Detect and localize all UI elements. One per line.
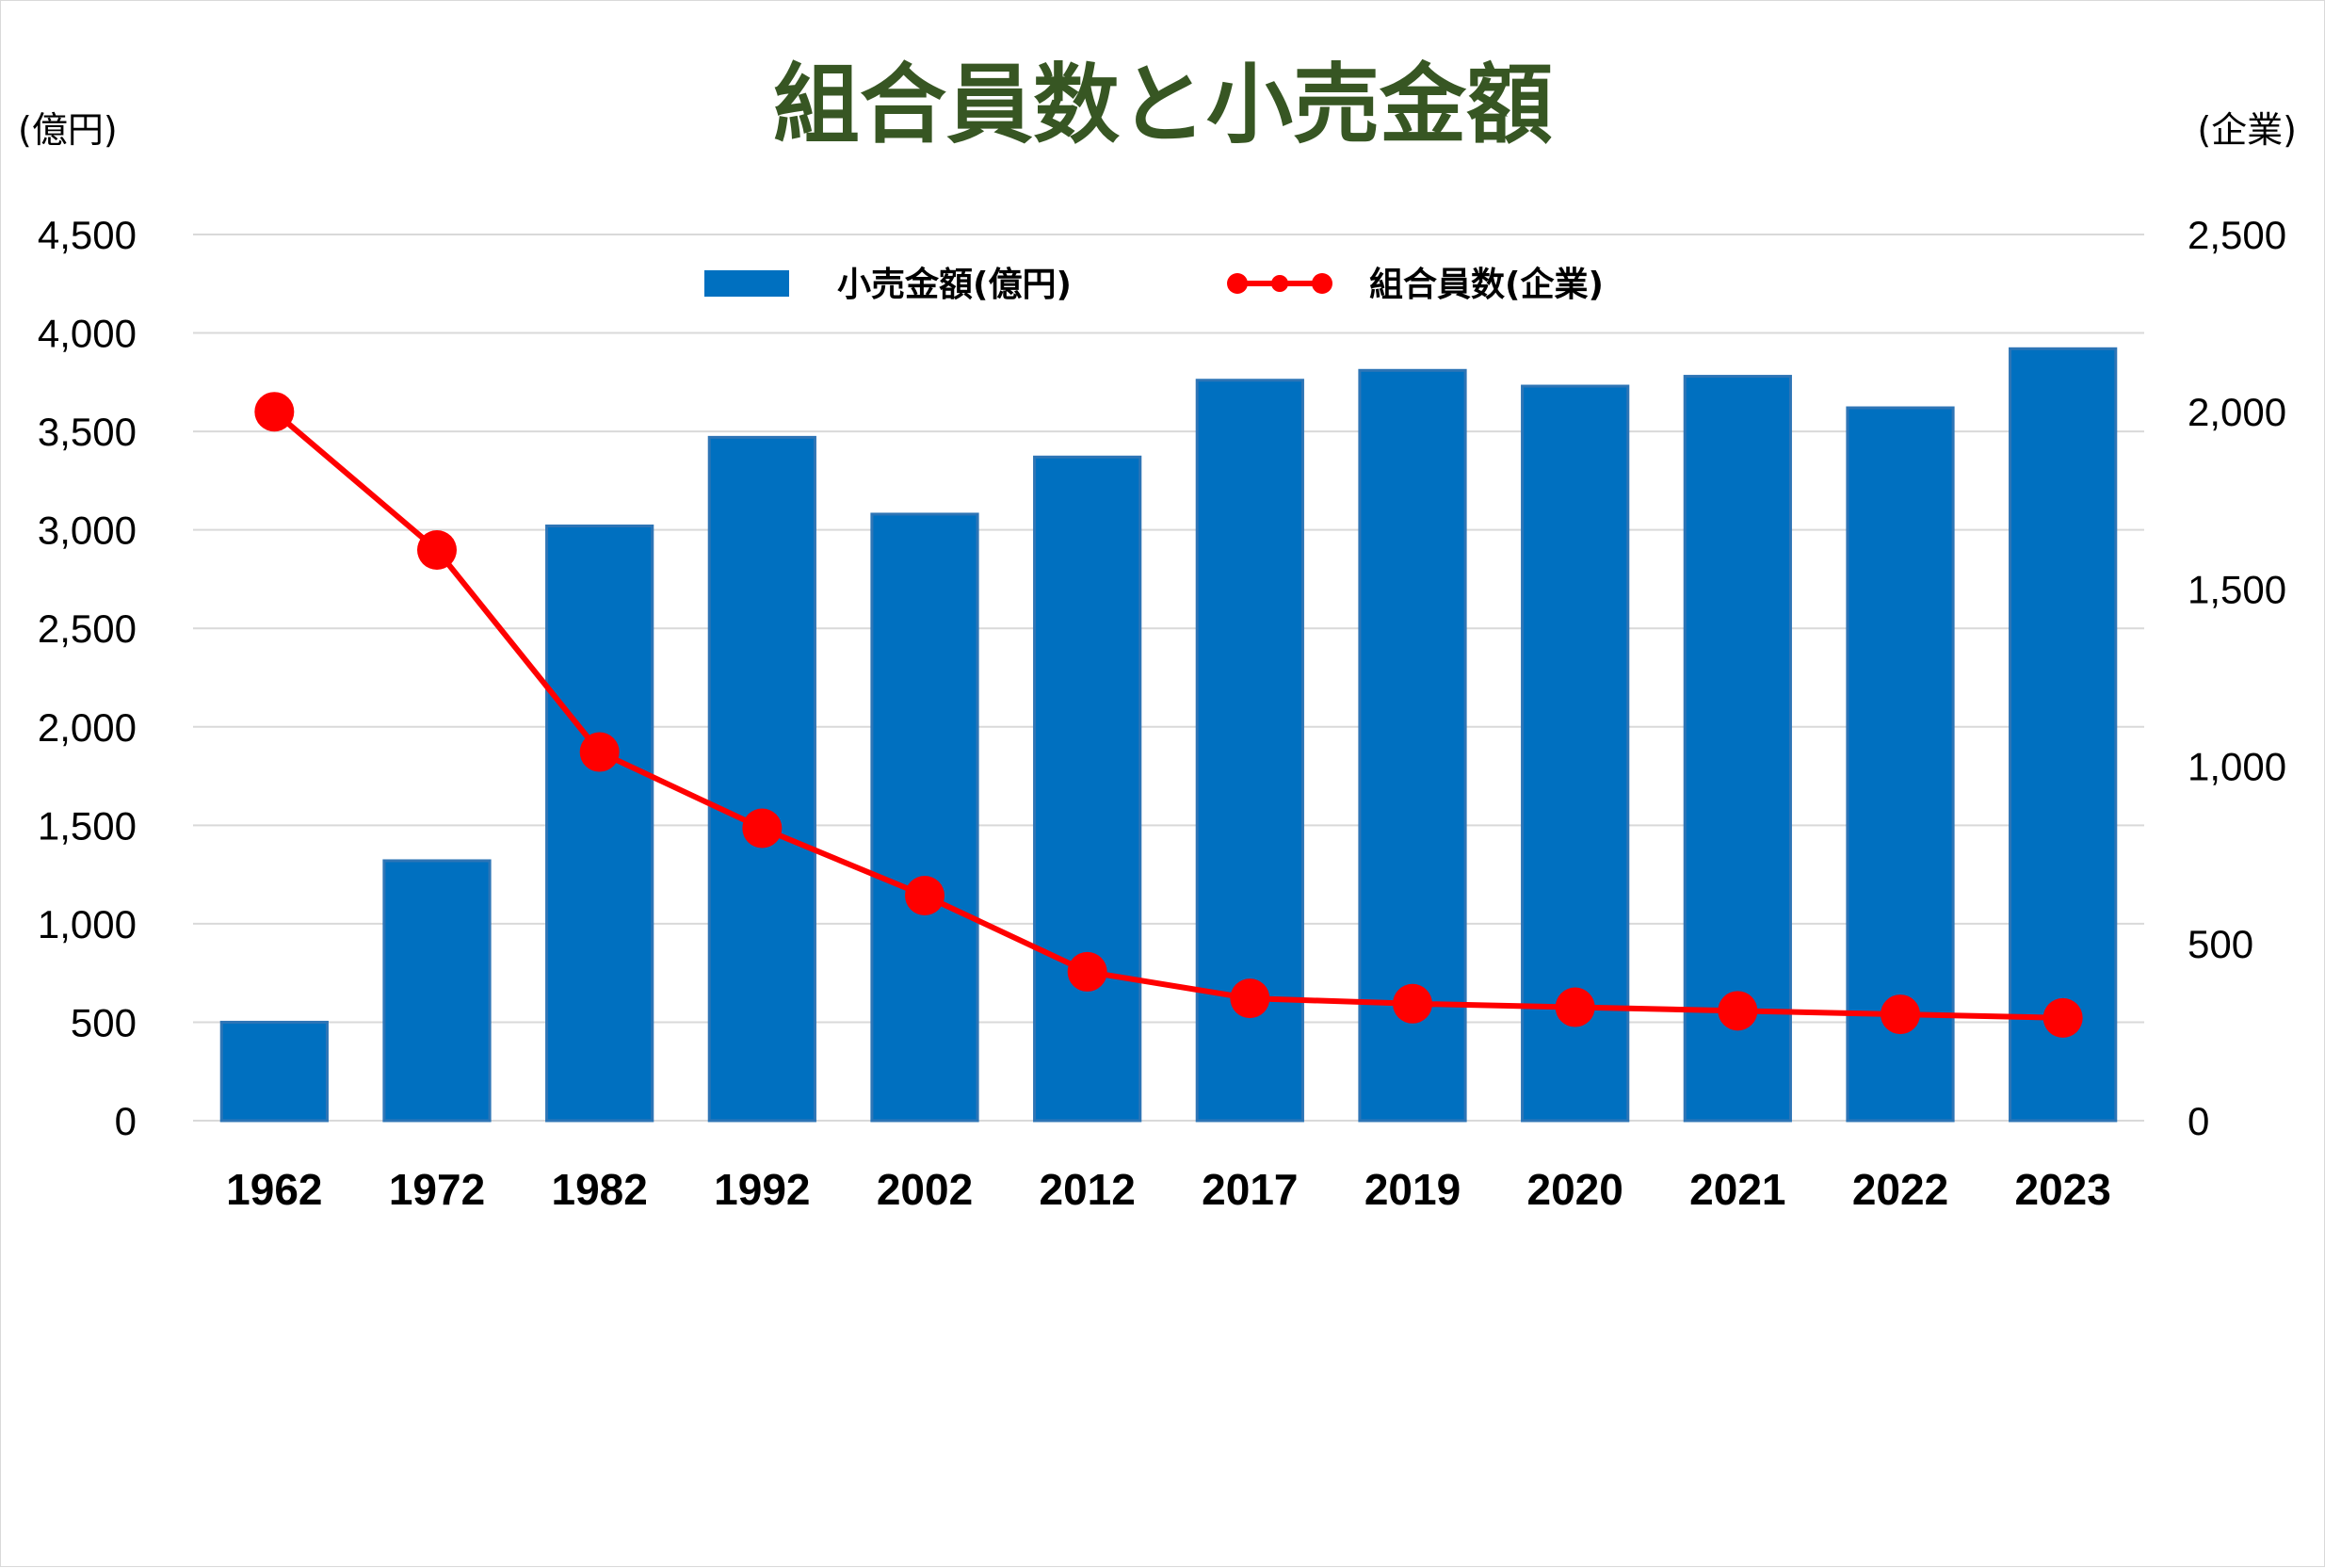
x-tick-label: 1962: [226, 1165, 322, 1214]
line-point: [1230, 978, 1270, 1019]
left-tick-label: 1,000: [38, 902, 137, 946]
line-point: [905, 875, 945, 915]
x-tick-label: 2002: [877, 1165, 973, 1214]
line-point: [417, 529, 457, 570]
x-axis-labels: 1962 1972 1982 1992 2002 2012 2017 2019 2020 2021…: [226, 1165, 2111, 1214]
bar: [219, 1020, 329, 1123]
left-tick-label: 3,500: [38, 410, 137, 454]
legend-marker-mid: [1271, 275, 1288, 292]
bar: [2009, 347, 2118, 1123]
bar: [707, 435, 816, 1123]
right-tick-label: 1,500: [2188, 567, 2286, 611]
bar: [382, 859, 492, 1123]
x-tick-label: 2020: [1526, 1165, 1623, 1214]
bar: [1033, 455, 1142, 1123]
legend: 小売金額(億円) 組合員数(企業): [704, 265, 1604, 304]
legend-label-bar: 小売金額(億円): [837, 265, 1072, 304]
gridlines: [193, 234, 2144, 1122]
line-point: [742, 808, 783, 849]
left-tick-label: 2,000: [38, 705, 137, 750]
right-tick-label: 2,500: [2188, 213, 2286, 257]
legend-marker-left: [1227, 273, 1248, 294]
left-tick-label: 3,000: [38, 509, 137, 553]
left-tick-label: 500: [71, 1000, 137, 1044]
bar: [870, 512, 979, 1123]
legend-swatch-bar: [704, 270, 789, 297]
left-axis-unit: (億円): [18, 109, 118, 151]
x-tick-label: 2022: [1852, 1165, 1948, 1214]
left-tick-label: 1,500: [38, 803, 137, 848]
line-point: [1718, 991, 1758, 1031]
legend-label-line: 組合員数(企業): [1369, 265, 1604, 304]
left-axis-ticks: 0 500 1,000 1,500 2,000 2,500 3,000 3,500 4,000 4…: [38, 213, 137, 1143]
line-point: [1067, 951, 1107, 992]
series-line: [272, 409, 2063, 1021]
right-tick-label: 2,000: [2188, 390, 2286, 434]
line-point: [1881, 994, 1920, 1035]
bar-series: [219, 347, 2118, 1123]
left-tick-label: 0: [115, 1099, 137, 1143]
right-tick-label: 500: [2188, 922, 2253, 966]
x-tick-label: 1972: [389, 1165, 485, 1214]
line-point: [254, 392, 295, 432]
right-tick-label: 1,000: [2188, 745, 2286, 789]
x-tick-label: 2019: [1364, 1165, 1461, 1214]
x-tick-label: 2017: [1202, 1165, 1298, 1214]
x-tick-label: 1982: [551, 1165, 647, 1214]
right-axis-ticks: 0 500 1,000 1,500 2,000 2,500: [2188, 213, 2286, 1143]
right-axis-unit: (企業): [2197, 109, 2297, 151]
x-tick-label: 1992: [714, 1165, 810, 1214]
left-tick-label: 4,000: [38, 312, 137, 356]
bar: [545, 524, 654, 1123]
chart-title: 組合員数と小売金額: [773, 55, 1553, 155]
legend-marker-right: [1312, 273, 1332, 294]
line-point: [1555, 987, 1595, 1027]
x-tick-label: 2023: [2014, 1165, 2110, 1214]
line-point: [2042, 997, 2083, 1038]
line-series: [254, 392, 2083, 1038]
x-tick-label: 2021: [1689, 1165, 1785, 1214]
line-point: [1393, 983, 1432, 1024]
left-tick-label: 4,500: [38, 213, 137, 257]
left-tick-label: 2,500: [38, 606, 137, 651]
line-point: [579, 732, 620, 772]
right-tick-label: 0: [2188, 1099, 2209, 1143]
x-tick-label: 2012: [1039, 1165, 1135, 1214]
